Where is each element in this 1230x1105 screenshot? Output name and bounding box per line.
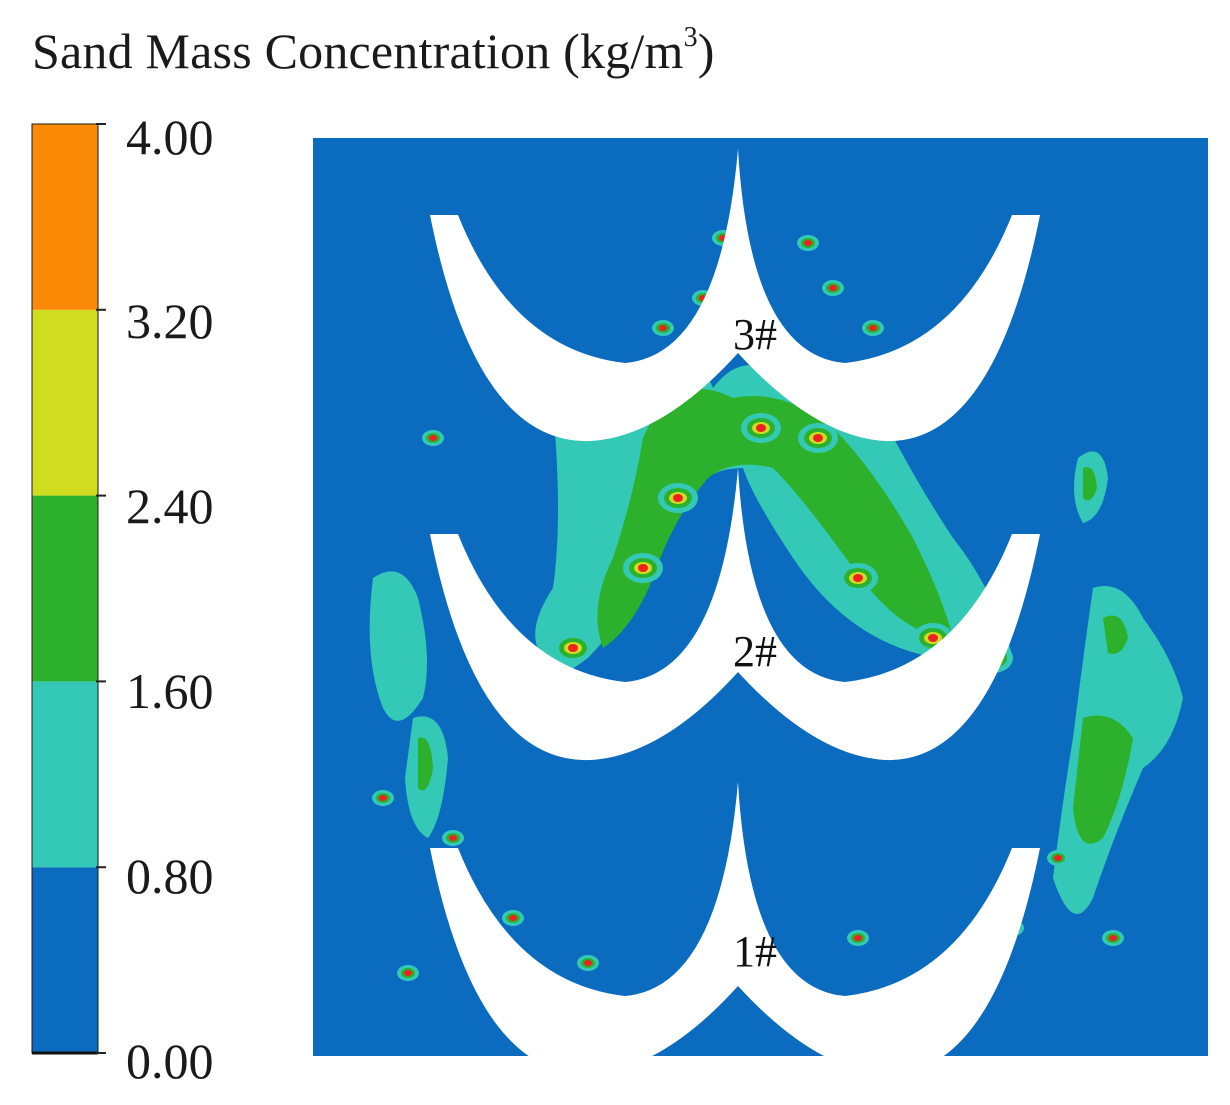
blade-label-1: 1# <box>733 927 777 976</box>
colorbar-band <box>32 495 98 682</box>
scatter-blade-3-right <box>862 320 884 336</box>
scatter-blade-3-right <box>822 280 844 296</box>
scatter-field-left <box>397 965 419 981</box>
colorbar-tick-label: 2.40 <box>126 478 214 534</box>
right-edge-plume <box>1053 451 1183 914</box>
blade-label-2: 2# <box>733 627 777 676</box>
hotspot-blade-2-crest <box>741 413 781 443</box>
hotspot-blade-2-mid-left <box>623 553 663 583</box>
scatter-blade-1-right <box>1047 850 1069 866</box>
scatter-blade-1-left <box>577 955 599 971</box>
title-close: ) <box>697 23 715 79</box>
colorbar-tick-label: 3.20 <box>126 293 214 349</box>
colorbar-tick-label: 1.60 <box>126 663 214 719</box>
scatter-blade-1-right <box>847 930 869 946</box>
hotspot-blade-2-left <box>658 483 698 513</box>
colorbar-tick-label: 4.00 <box>126 109 214 165</box>
colorbar-band <box>32 309 98 496</box>
scatter-blade-1-left <box>442 830 464 846</box>
colorbar-band <box>32 681 98 868</box>
hotspot-blade-2-upper-right <box>798 423 838 453</box>
left-edge-plume <box>369 571 448 838</box>
hotspot-blade-2-mid-right <box>838 563 878 593</box>
colorbar <box>31 123 106 1055</box>
scatter-field-left <box>372 790 394 806</box>
scatter-blade-3-right <box>797 235 819 251</box>
hotspot-blade-2-trough-left <box>553 633 593 663</box>
scatter-blade-3-left <box>652 320 674 336</box>
scatter-field-left <box>422 430 444 446</box>
scatter-field-right <box>1102 930 1124 946</box>
colorbar-tick-label: 0.80 <box>126 848 214 904</box>
title-text: Sand Mass Concentration (kg/m <box>32 23 684 79</box>
blade-label-3: 3# <box>733 310 777 359</box>
concentration-field <box>313 138 1208 1056</box>
chart-title: Sand Mass Concentration (kg/m3) <box>32 22 715 80</box>
scatter-blade-1-left <box>502 910 524 926</box>
colorbar-band <box>32 867 98 1053</box>
title-superscript: 3 <box>683 22 698 53</box>
colorbar-tick-label: 0.00 <box>126 1033 214 1089</box>
colorbar-band <box>32 124 98 310</box>
